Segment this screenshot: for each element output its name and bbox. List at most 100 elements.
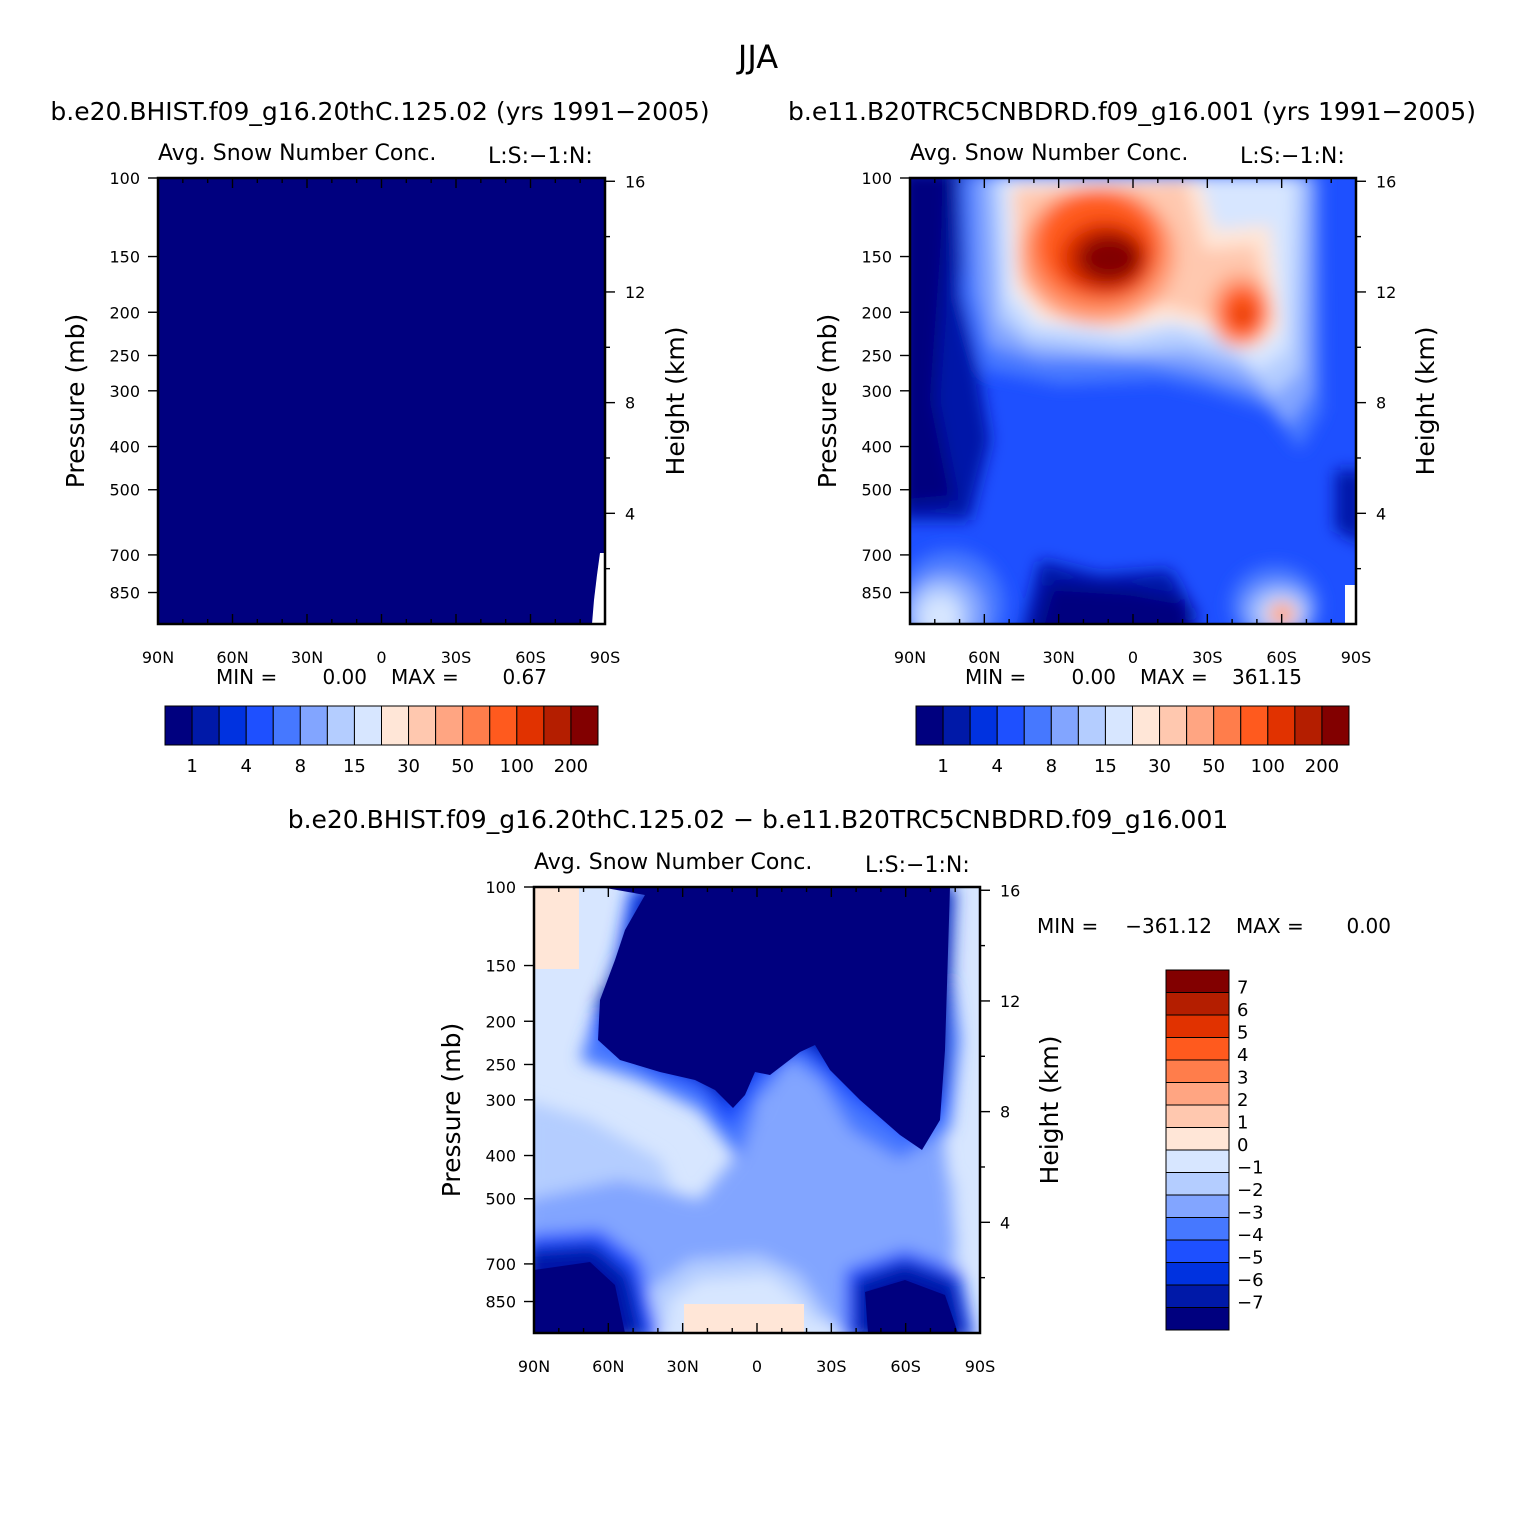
panel1-ztick-label: 8 — [625, 394, 635, 413]
panel3-colorbar-label: 6 — [1237, 1000, 1248, 1021]
panel1-colorbar-label: 1 — [186, 756, 197, 777]
panel3-ztick-label: 16 — [1000, 881, 1020, 900]
panel3-colorbar-swatch — [1165, 1262, 1230, 1286]
panel2-ytick-label: 700 — [861, 546, 892, 565]
contour-lowest-left — [910, 178, 955, 505]
panel1-ylabel: Pressure (mb) — [61, 314, 90, 488]
dcontour-pos-topleft — [534, 887, 579, 969]
panel2-ytick-label: 100 — [861, 169, 892, 188]
panel2-colorbar-label: 50 — [1202, 756, 1225, 777]
panel2-var-label: Avg. Snow Number Conc. — [910, 141, 1188, 166]
panel3-min-value: −361.12 — [1125, 914, 1212, 938]
panel2-xtick-label: 90N — [894, 648, 926, 667]
panel3-field — [534, 887, 980, 1333]
panel-control: Avg. Snow Number Conc. L:S:−1:N: — [813, 141, 1440, 777]
panel2-colorbar-swatch — [969, 705, 998, 746]
panel3-min-label: MIN = — [1037, 914, 1098, 938]
panel3-xtick-label: 90S — [965, 1357, 996, 1376]
panel2-colorbar-label: 15 — [1094, 756, 1117, 777]
panel2-colorbar-label: 30 — [1148, 756, 1171, 777]
panel2-colorbar-label: 200 — [1305, 756, 1339, 777]
panel3-colorbar-label: 5 — [1237, 1023, 1248, 1044]
panel1-colorbar-swatch — [462, 705, 491, 746]
panel3-colorbar-swatch — [1165, 1239, 1230, 1263]
panel2-ytick-label: 300 — [861, 382, 892, 401]
panel3-xtick-label: 30N — [667, 1357, 699, 1376]
panel1-ztick-label: 12 — [625, 283, 645, 302]
panel3-xtick-label: 0 — [752, 1357, 762, 1376]
panel2-missing-area — [1345, 585, 1356, 624]
panel1-colorbar-swatch — [381, 705, 410, 746]
panel3-var-label: Avg. Snow Number Conc. — [534, 850, 812, 875]
panel1-colorbar-swatch — [543, 705, 572, 746]
panel3-colorbar-swatch — [1165, 1149, 1230, 1173]
panel1-ytick-label: 850 — [109, 584, 140, 603]
panel1-ytick-label: 700 — [109, 546, 140, 565]
panel2-ztick-label: 8 — [1376, 394, 1386, 413]
panel2-contours — [910, 178, 1356, 624]
panel1-colorbar-swatch — [353, 705, 382, 746]
panel1-ytick-label: 300 — [109, 382, 140, 401]
panel1-colorbar-swatch — [272, 705, 301, 746]
panel1-colorbar-swatch — [435, 705, 464, 746]
panel1-ytick-label: 250 — [109, 346, 140, 365]
panel2-colorbar-label: 1 — [937, 756, 948, 777]
panel3-colorbar-swatch — [1165, 1194, 1230, 1218]
panel1-colorbar-swatch — [408, 705, 437, 746]
panel1-colorbar-label: 30 — [397, 756, 420, 777]
panel2-ytick-label: 150 — [861, 248, 892, 267]
panel3-ztick-label: 4 — [1000, 1213, 1010, 1232]
diff-title: b.e20.BHIST.f09_g16.20thC.125.02 − b.e11… — [288, 805, 1229, 834]
panel2-ytick-label: 500 — [861, 481, 892, 500]
panel3-ytick-label: 700 — [485, 1255, 516, 1274]
panel3-ytick-label: 400 — [485, 1147, 516, 1166]
panel1-var-label: Avg. Snow Number Conc. — [158, 141, 436, 166]
panel3-xtick-label: 90N — [518, 1357, 550, 1376]
panel1-var-units: L:S:−1:N: — [488, 144, 593, 169]
dcontour-min-lowleft — [534, 1262, 625, 1333]
panel1-colorbar-label: 200 — [554, 756, 588, 777]
panel3-colorbar-label: −3 — [1237, 1203, 1264, 1224]
panel1-colorbar-swatch — [245, 705, 274, 746]
panel3-colorbar-swatch — [1165, 1037, 1230, 1061]
panel1-run-title: b.e20.BHIST.f09_g16.20thC.125.02 (yrs 19… — [50, 97, 709, 126]
panel3-colorbar-swatch — [1165, 1104, 1230, 1128]
panel2-ytick-label: 400 — [861, 438, 892, 457]
panel1-colorbar-swatch — [191, 705, 220, 746]
panel1-max-value: 0.67 — [502, 665, 547, 689]
panel1-colorbar-swatch — [516, 705, 545, 746]
panel3-ytick-label: 850 — [485, 1293, 516, 1312]
panel2-colorbar-swatch — [1294, 705, 1323, 746]
panel3-ztick-label: 8 — [1000, 1103, 1010, 1122]
panel2-max-label: MAX = — [1140, 665, 1208, 689]
panel2-colorbar-swatch — [1267, 705, 1296, 746]
panel2-colorbar-swatch — [996, 705, 1025, 746]
panel1-ticks: 90N 60N 30N 0 30S 60S 90S 100 150 200 250 300 400 500… — [109, 169, 645, 667]
contour-lowleft-50 — [922, 598, 958, 624]
panel3-colorbar-swatch — [1165, 1082, 1230, 1106]
panel1-xtick-label: 30S — [441, 648, 472, 667]
panel2-ytick-label: 250 — [861, 346, 892, 365]
panel2-xtick-label: 30N — [1043, 648, 1075, 667]
panel2-ylabel: Pressure (mb) — [813, 314, 842, 488]
panel3-colorbar-swatch — [1165, 1284, 1230, 1308]
panel3-ytick-label: 150 — [485, 957, 516, 976]
panel3-colorbar-swatch — [1165, 969, 1230, 993]
panel1-xtick-label: 90S — [590, 648, 621, 667]
panel2-ylabel-right: Height (km) — [1411, 327, 1440, 476]
panel1-ytick-label: 150 — [109, 248, 140, 267]
panel2-colorbar-label: 8 — [1046, 756, 1057, 777]
panel1-ylabel-right: Height (km) — [661, 327, 690, 476]
panel1-xtick-label: 60S — [515, 648, 546, 667]
panel2-colorbar-swatch — [1050, 705, 1079, 746]
panel2-colorbar-swatch — [1321, 705, 1350, 746]
panel3-colorbar-label: 0 — [1237, 1135, 1248, 1156]
dcontour-pos-bottom — [684, 1304, 804, 1333]
panel2-min-label: MIN = — [965, 665, 1026, 689]
panel3-ytick-label: 250 — [485, 1055, 516, 1074]
panel3-xtick-label: 60S — [890, 1357, 921, 1376]
panel3-max-label: MAX = — [1236, 914, 1304, 938]
panel1-colorbar-label: 8 — [295, 756, 306, 777]
panel2-colorbar-swatch — [942, 705, 971, 746]
panel1-ytick-label: 200 — [109, 303, 140, 322]
